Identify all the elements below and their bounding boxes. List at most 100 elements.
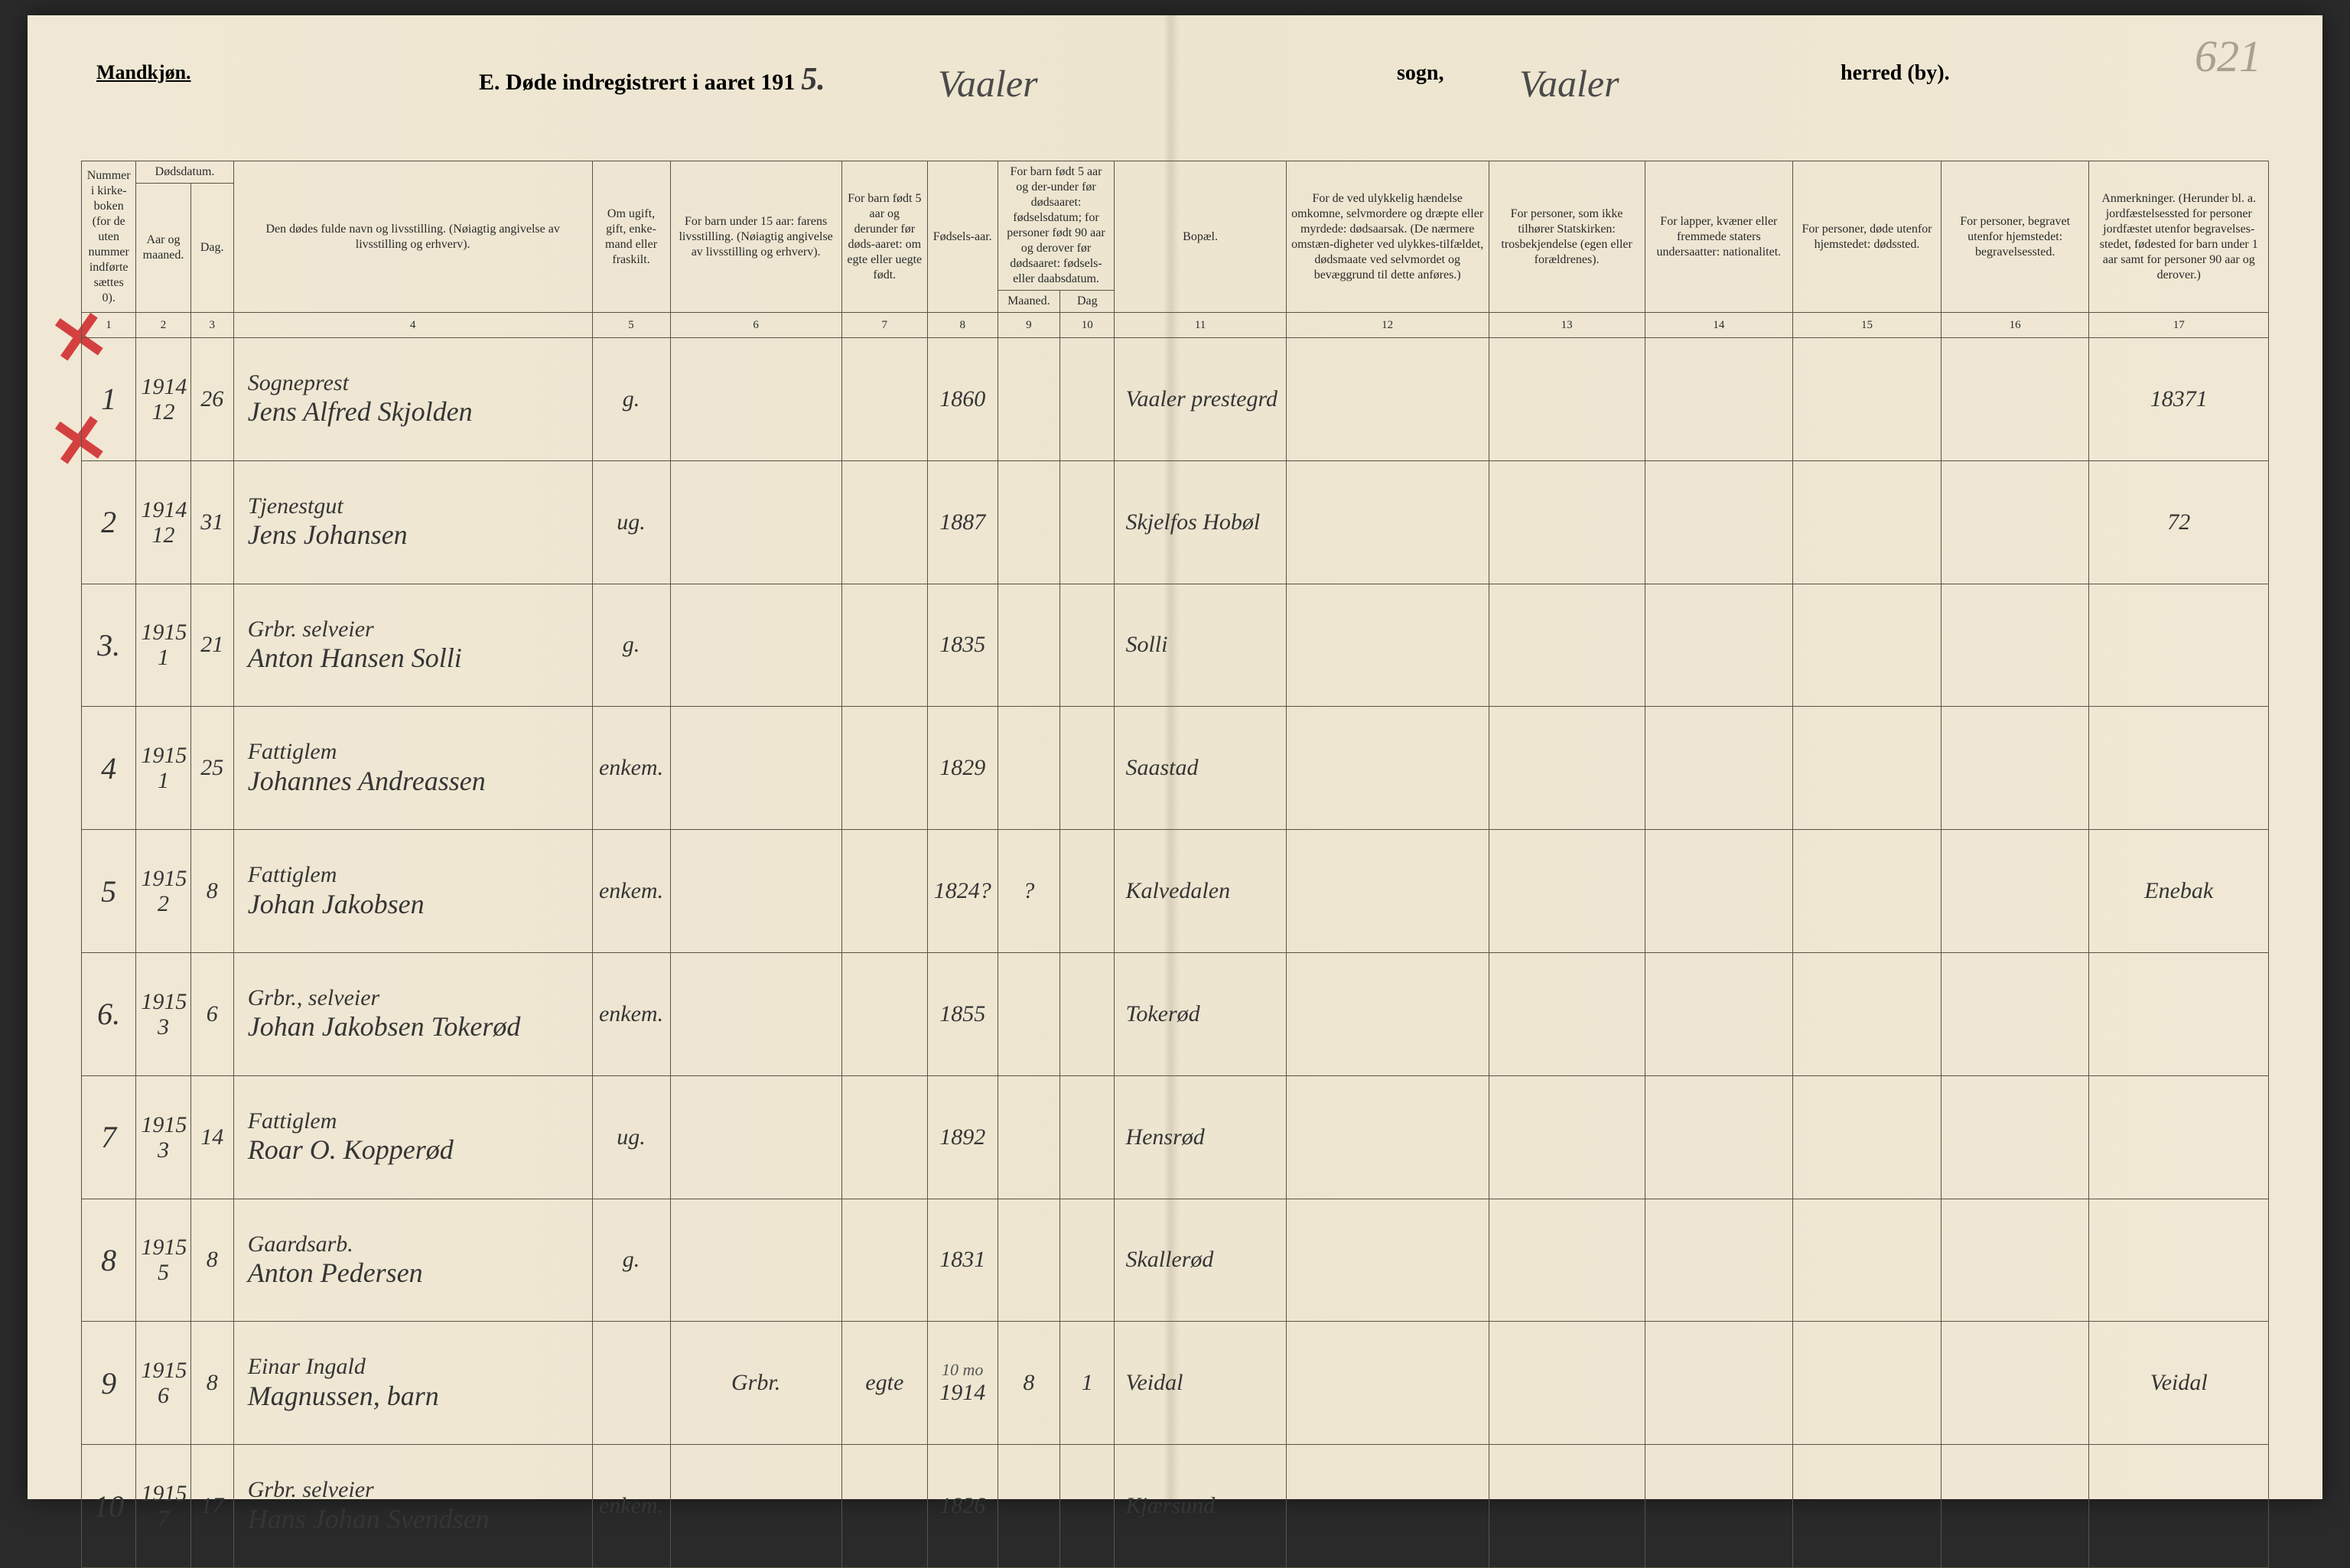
row-year-month: 19152	[136, 830, 190, 953]
row-c15	[1793, 830, 1942, 953]
row-birthyear: 1835	[927, 584, 998, 707]
row-c14	[1645, 1075, 1793, 1199]
row-day: 8	[190, 830, 233, 953]
colnum: 9	[998, 313, 1060, 338]
row-residence: Hensrød	[1115, 1075, 1286, 1199]
row-day: 14	[190, 1075, 233, 1199]
row-day: 21	[190, 584, 233, 707]
row-c12	[1286, 952, 1489, 1075]
row-c15	[1793, 584, 1942, 707]
col-header: Fødsels-aar.	[927, 161, 998, 313]
row-birthyear: 1887	[927, 460, 998, 584]
row-number: 4	[82, 707, 136, 830]
row-c14	[1645, 584, 1793, 707]
row-name: Einar IngaldMagnussen, barn	[233, 1322, 592, 1445]
col-header: For personer, døde utenfor hjemstedet: d…	[1793, 161, 1942, 313]
document-page: 621 Mandkjøn. E. Døde indregistrert i aa…	[28, 15, 2322, 1499]
row-c13	[1489, 1199, 1645, 1322]
row-c14	[1645, 1445, 1793, 1568]
row-year-month: 191412	[136, 338, 190, 461]
row-notes	[2089, 1199, 2269, 1322]
row-name: Grbr. selveierAnton Hansen Solli	[233, 584, 592, 707]
row-c13	[1489, 952, 1645, 1075]
row-birth-month	[998, 460, 1060, 584]
col-header: For de ved ulykkelig hændelse omkomne, s…	[1286, 161, 1489, 313]
row-c16	[1941, 830, 2089, 953]
table-row: 9191568Einar IngaldMagnussen, barnGrbr.e…	[82, 1322, 2269, 1445]
row-name: Grbr. selveierHans Johan Svendsen	[233, 1445, 592, 1568]
row-c12	[1286, 584, 1489, 707]
row-birth-month	[998, 584, 1060, 707]
row-year-month: 19151	[136, 584, 190, 707]
row-status: ug.	[592, 460, 670, 584]
table-row: 8191558Gaardsarb.Anton Pederseng.1831Ska…	[82, 1199, 2269, 1322]
row-status: g.	[592, 584, 670, 707]
row-residence: Skallerød	[1115, 1199, 1286, 1322]
row-c16	[1941, 584, 2089, 707]
row-c15	[1793, 338, 1942, 461]
row-day: 8	[190, 1322, 233, 1445]
row-status: enkem.	[592, 952, 670, 1075]
colnum: 5	[592, 313, 670, 338]
row-c16	[1941, 1445, 2089, 1568]
colnum: 7	[841, 313, 927, 338]
row-day: 17	[190, 1445, 233, 1568]
row-notes: 72	[2089, 460, 2269, 584]
row-egte	[841, 707, 927, 830]
row-residence: Tokerød	[1115, 952, 1286, 1075]
colnum: 14	[1645, 313, 1793, 338]
col-header: Dødsdatum.	[136, 161, 233, 184]
row-residence: Vaaler prestegrd	[1115, 338, 1286, 461]
row-egte	[841, 584, 927, 707]
row-c12	[1286, 830, 1489, 953]
row-status: ug.	[592, 1075, 670, 1199]
row-birth-month	[998, 1075, 1060, 1199]
row-c16	[1941, 952, 2089, 1075]
row-c13	[1489, 707, 1645, 830]
row-c14	[1645, 1322, 1793, 1445]
col-header: Nummer i kirke-boken (for de uten nummer…	[82, 161, 136, 313]
row-birthyear: 1831	[927, 1199, 998, 1322]
title-prefix: E. Døde indregistrert i aaret 191	[479, 70, 795, 95]
title-year: 5.	[801, 62, 825, 97]
row-notes	[2089, 1075, 2269, 1199]
row-birth-month: ?	[998, 830, 1060, 953]
row-birth-day: 1	[1060, 1322, 1115, 1445]
row-father	[670, 830, 841, 953]
parish-value: Vaaler	[938, 61, 1038, 106]
col-header: Bopæl.	[1115, 161, 1286, 313]
row-birth-month	[998, 1199, 1060, 1322]
gender-label: Mandkjøn.	[96, 61, 191, 84]
row-day: 31	[190, 460, 233, 584]
row-birth-month	[998, 338, 1060, 461]
colnum: 2	[136, 313, 190, 338]
row-status: enkem.	[592, 707, 670, 830]
row-c12	[1286, 338, 1489, 461]
row-c15	[1793, 1075, 1942, 1199]
row-number: 9	[82, 1322, 136, 1445]
colnum: 6	[670, 313, 841, 338]
table-row: 3.1915121Grbr. selveierAnton Hansen Soll…	[82, 584, 2269, 707]
sogn-label: sogn,	[1397, 61, 1444, 86]
col-header: Dag.	[190, 184, 233, 313]
row-father	[670, 1075, 841, 1199]
row-c12	[1286, 1445, 1489, 1568]
row-number: 1	[82, 338, 136, 461]
row-c14	[1645, 952, 1793, 1075]
row-name: Gaardsarb.Anton Pedersen	[233, 1199, 592, 1322]
row-c15	[1793, 707, 1942, 830]
row-c12	[1286, 1322, 1489, 1445]
col-header: Om ugift, gift, enke-mand eller fraskilt…	[592, 161, 670, 313]
row-birthyear: 1824?	[927, 830, 998, 953]
herred-label: herred (by).	[1841, 61, 1950, 86]
colnum: 8	[927, 313, 998, 338]
row-birth-month: 8	[998, 1322, 1060, 1445]
col-header: Aar og maaned.	[136, 184, 190, 313]
row-number: 2	[82, 460, 136, 584]
colnum: 12	[1286, 313, 1489, 338]
row-name: TjenestgutJens Johansen	[233, 460, 592, 584]
row-c16	[1941, 460, 2089, 584]
title-label: E. Døde indregistrert i aaret 1915.	[479, 61, 825, 98]
row-birth-month	[998, 1445, 1060, 1568]
row-number: 3.	[82, 584, 136, 707]
